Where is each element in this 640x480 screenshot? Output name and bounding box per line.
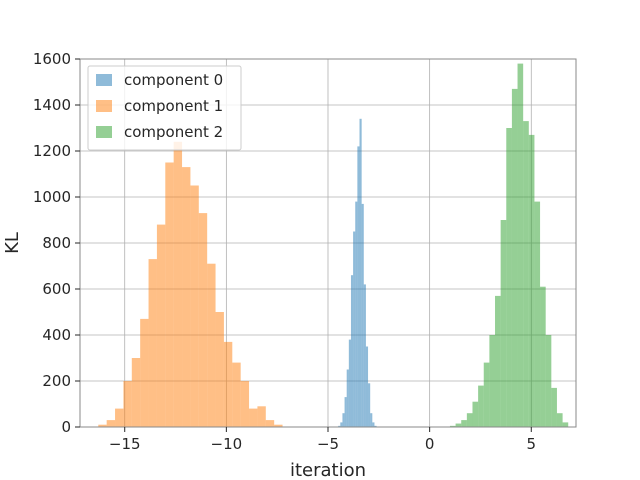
x-axis-label: iteration [290,460,366,480]
histogram-bar [506,128,512,427]
y-tick-label: 0 [61,418,71,436]
histogram-bar [363,284,366,427]
histogram-bar [346,369,349,427]
histogram-bar [359,118,362,428]
x-tick-label: −10 [211,435,243,453]
histogram-bar [257,406,266,427]
histogram-bar [342,413,345,427]
y-tick-label: 200 [42,372,71,390]
histogram-bar [348,339,351,427]
histogram-bars [98,63,569,428]
histogram-bar [223,341,233,427]
histogram-bar [511,88,518,428]
histogram-bar [523,121,529,427]
histogram-bar [370,413,373,427]
histogram-bar [455,423,462,427]
histogram-bar [551,387,557,427]
histogram-bar [562,422,569,427]
histogram-bar [466,413,473,427]
x-tick-label: 5 [527,435,537,453]
histogram-bar [265,420,275,427]
histogram-bar [534,201,541,427]
histogram-bar [215,312,224,427]
histogram-bar [156,224,166,427]
histogram-bar [98,424,107,427]
histogram-bar [517,63,524,427]
histogram-bar [240,381,250,427]
histogram-bar [365,346,369,427]
histogram-bar [372,422,375,427]
histogram-bar [131,358,141,427]
y-tick-label: 1400 [33,96,71,114]
histogram-bar [374,425,377,427]
y-tick-label: 600 [42,280,71,298]
histogram-bar [148,259,157,427]
x-tick-label: −15 [109,435,141,453]
y-tick-label: 1200 [33,142,71,160]
series-component-1 [98,141,283,428]
histogram-bar [495,295,501,427]
histogram-bar [472,401,479,427]
histogram-bar [355,201,358,427]
histogram-bar [489,335,496,427]
histogram-bar [338,425,341,427]
histogram-bar [461,420,467,427]
y-tick-label: 800 [42,234,71,252]
histogram-bar [353,231,356,427]
x-tick-label: 0 [425,435,435,453]
histogram-bar [361,203,364,427]
series-component-0 [338,118,377,428]
histogram-bar [232,362,241,427]
histogram-bar [123,381,132,427]
y-tick-label: 400 [42,326,71,344]
legend-swatch [96,74,112,86]
histogram-bar [165,162,174,427]
histogram-bar [540,286,546,427]
legend-label: component 2 [124,123,223,141]
histogram-bar [545,335,552,427]
legend-box [87,65,242,151]
histogram-bar [556,413,563,427]
legend-swatch [96,126,112,138]
legend-label: component 1 [124,97,223,115]
histogram-bar [340,422,343,427]
histogram-bar [528,134,535,427]
histogram-bar [190,185,199,427]
histogram-bar [344,397,347,427]
histogram-bar [173,141,183,428]
histogram-bar [478,385,484,427]
histogram-bar [249,408,258,427]
histogram-bar [207,263,216,427]
histogram-bar [357,146,360,427]
histogram-bar [483,362,490,427]
y-axis-label: KL [2,232,23,254]
histogram-bar [182,167,191,427]
axis-ticks: −15 −10 −5 0 5 0 200 400 600 800 1000 1200 1400 1600 [33,50,536,453]
histogram-bar [449,425,456,427]
legend-label: component 0 [124,71,223,89]
histogram-bar [115,408,124,427]
histogram-bar [368,383,371,427]
legend-swatch [96,100,112,112]
histogram-bar [500,220,507,427]
y-tick-label: 1600 [33,50,71,68]
histogram-bar [140,318,149,427]
y-tick-label: 1000 [33,188,71,206]
x-tick-label: −5 [317,435,339,453]
series-component-2 [449,63,569,428]
legend: component 0 component 1 component 2 [87,65,242,151]
histogram-bar [198,213,208,427]
histogram-bar [274,424,283,427]
histogram-bar [106,420,116,427]
histogram-bar [350,275,354,427]
